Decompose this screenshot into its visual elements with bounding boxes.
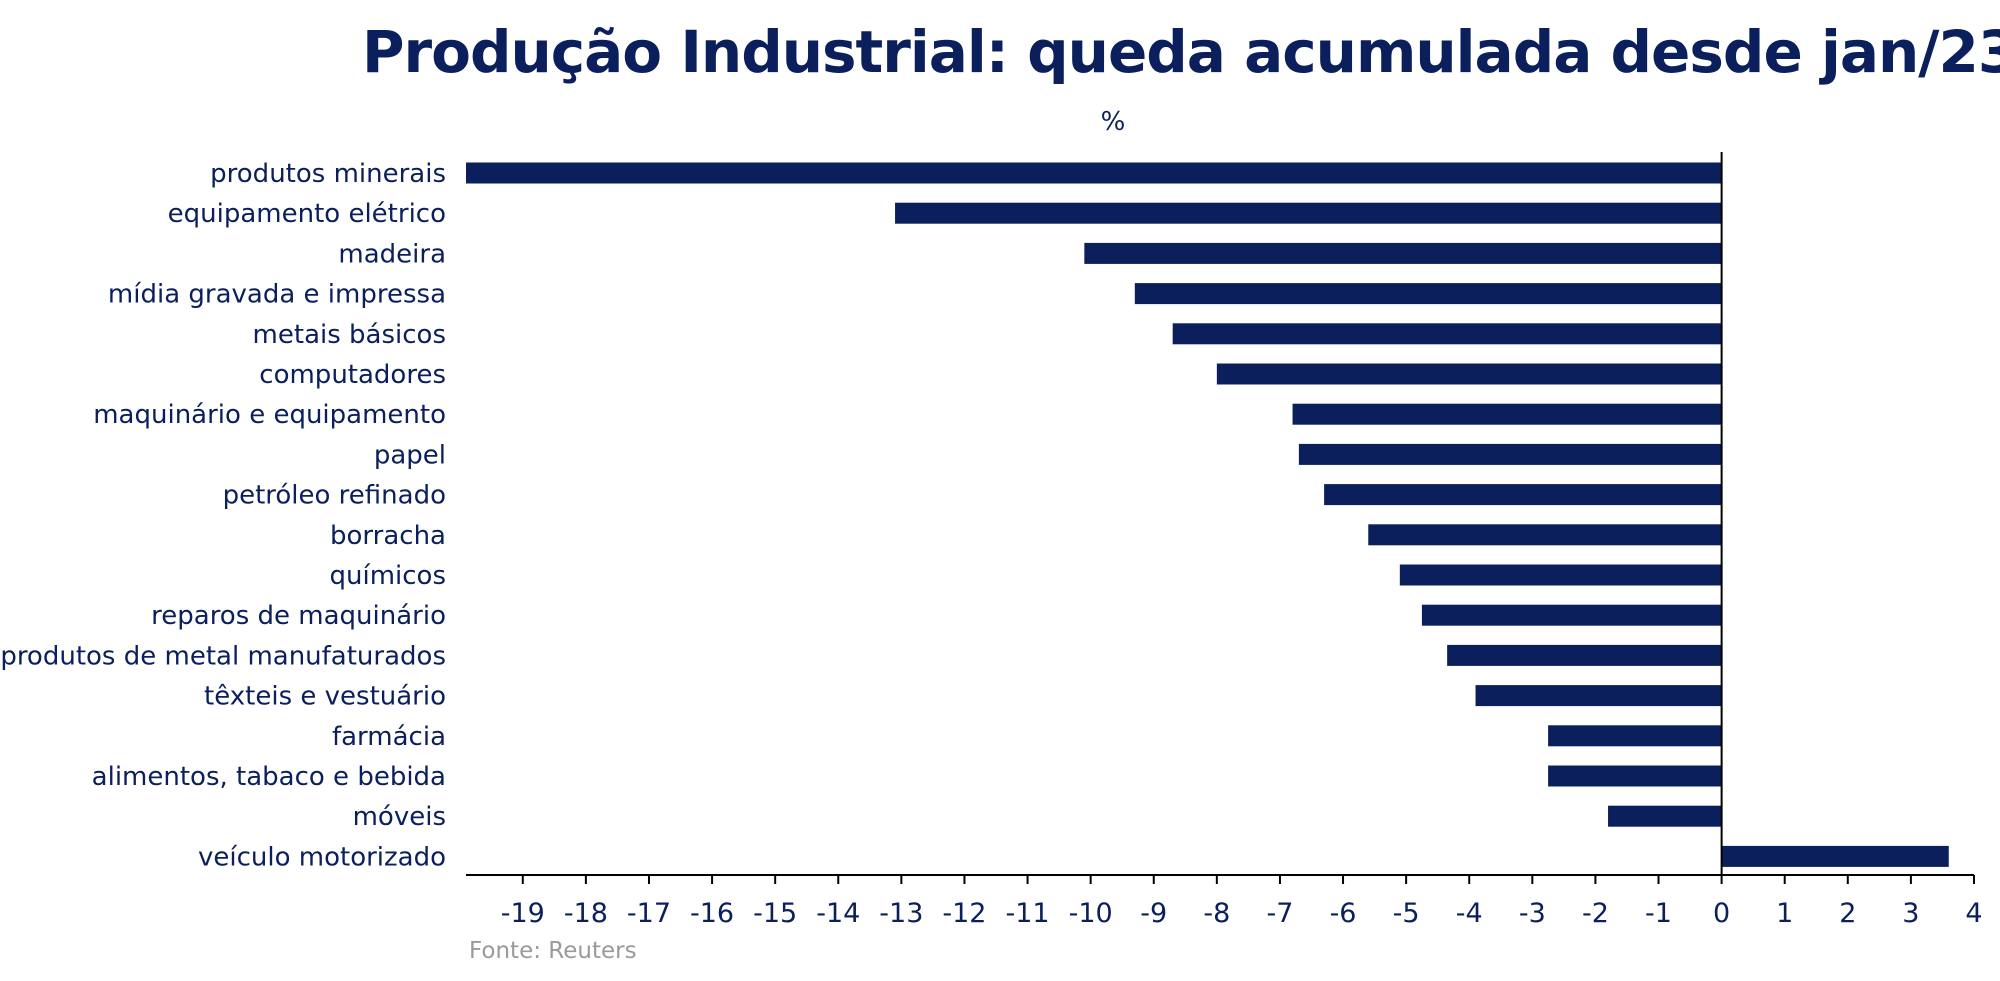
category-label: produtos minerais [210, 159, 446, 189]
bar-0 [466, 162, 1722, 184]
category-label: alimentos, tabaco e bebida [92, 762, 446, 792]
bar-11 [1421, 604, 1722, 626]
x-tick-label: -13 [879, 898, 923, 929]
category-label: produtos de metal manufaturados [0, 641, 446, 671]
chart-title: Produção Industrial: queda acumulada des… [362, 18, 2000, 86]
category-label: têxteis e vestuário [204, 682, 446, 712]
x-axis: -19 -18 -17 -16 -15 -14 -13 -12 -11 -10 -9 -8 -7 -6 -5… [466, 874, 1983, 929]
x-tick-label: -19 [501, 898, 545, 929]
bar-14 [1548, 725, 1722, 747]
bar-16 [1608, 805, 1722, 827]
category-label: veículo motorizado [198, 842, 446, 872]
x-tick-label: -4 [1456, 898, 1483, 929]
category-label: mídia gravada e impressa [108, 280, 446, 310]
bar-9 [1368, 524, 1722, 546]
bar-6 [1292, 403, 1722, 425]
x-tick-label: -18 [564, 898, 608, 929]
bar-12 [1447, 644, 1722, 666]
category-label: equipamento elétrico [168, 199, 446, 229]
x-tick-label: -15 [753, 898, 797, 929]
x-tick-label: -9 [1140, 898, 1167, 929]
x-tick-label: -10 [1069, 898, 1113, 929]
bar-15 [1548, 765, 1722, 787]
x-tick-label: -3 [1519, 898, 1546, 929]
x-tick-label: -7 [1266, 898, 1293, 929]
category-label: papel [374, 440, 446, 470]
x-tick-label: -17 [627, 898, 671, 929]
x-tick-label: 2 [1839, 898, 1856, 929]
bar-2 [1084, 242, 1722, 264]
bar-8 [1324, 484, 1722, 506]
category-label: reparos de maquinário [151, 601, 446, 631]
bars-group [466, 162, 1949, 867]
bar-4 [1172, 323, 1722, 345]
category-label: químicos [329, 561, 446, 591]
unit-label: % [1101, 107, 1126, 137]
category-label: computadores [259, 360, 446, 390]
category-label: farmácia [332, 722, 446, 752]
category-label: petróleo refinado [223, 481, 446, 511]
category-label: metais básicos [253, 320, 446, 350]
x-tick-label: 0 [1713, 898, 1730, 929]
category-label: móveis [353, 802, 446, 832]
bar-10 [1399, 564, 1722, 586]
x-tick-label: 4 [1965, 898, 1982, 929]
bar-13 [1475, 685, 1722, 707]
source-note: Fonte: Reuters [469, 938, 637, 964]
x-tick-label: 1 [1776, 898, 1793, 929]
x-tick-label: -1 [1645, 898, 1672, 929]
x-tick-label: -6 [1330, 898, 1357, 929]
bar-1 [895, 202, 1722, 224]
category-label: maquinário e equipamento [93, 400, 446, 430]
bar-7 [1298, 443, 1722, 465]
x-tick-label: -5 [1393, 898, 1420, 929]
bar-3 [1134, 283, 1722, 305]
category-label: borracha [330, 521, 446, 551]
x-tick-label: -12 [942, 898, 986, 929]
category-labels: produtos minerais equipamento elétrico mad… [0, 159, 446, 872]
category-label: madeira [338, 239, 446, 269]
bar-5 [1216, 363, 1722, 385]
bar-17 [1721, 845, 1949, 867]
x-tick-label: -2 [1582, 898, 1609, 929]
x-tick-label: 3 [1902, 898, 1919, 929]
x-tick-label: -11 [1006, 898, 1050, 929]
x-tick-label: -16 [690, 898, 734, 929]
x-tick-label: -8 [1203, 898, 1230, 929]
x-tick-label: -14 [816, 898, 860, 929]
